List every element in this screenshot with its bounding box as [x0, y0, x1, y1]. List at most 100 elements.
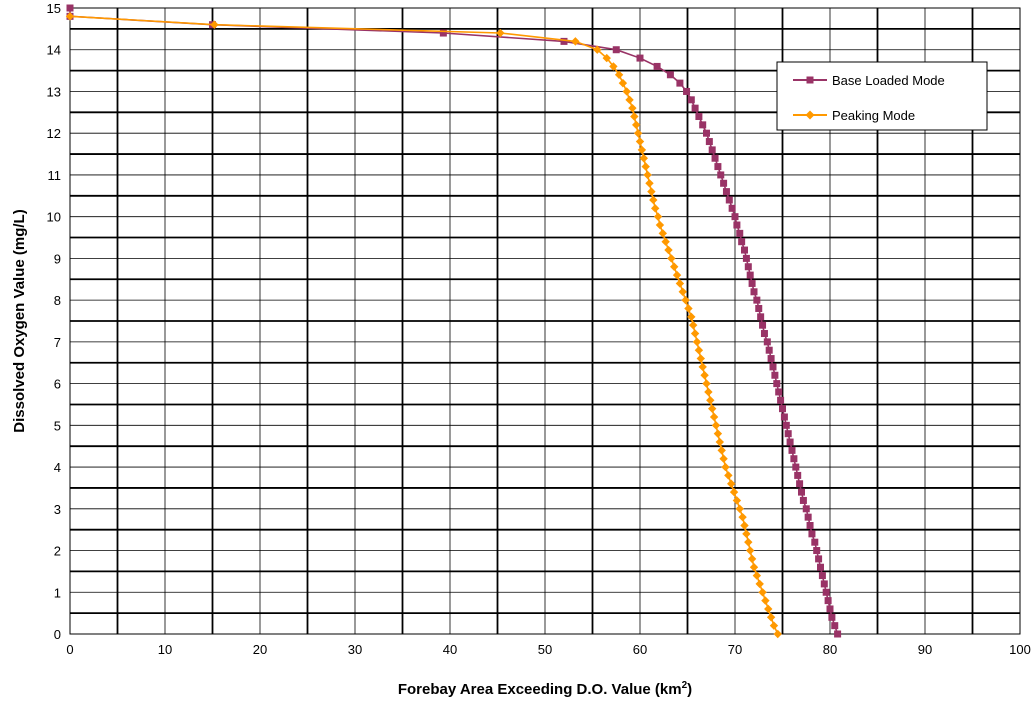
data-point	[769, 363, 777, 371]
data-point	[649, 195, 658, 205]
data-point	[560, 37, 568, 45]
data-point	[750, 288, 758, 296]
x-tick-label: 30	[348, 642, 362, 657]
data-point	[676, 79, 684, 87]
x-tick-label: 60	[633, 642, 647, 657]
data-point	[790, 455, 798, 463]
data-point	[773, 380, 781, 388]
data-point	[683, 87, 691, 95]
data-point	[804, 513, 812, 521]
x-tick-label: 100	[1009, 642, 1031, 657]
data-point	[709, 412, 719, 422]
data-point	[780, 413, 788, 421]
y-tick-label: 0	[54, 627, 61, 642]
series-base-loaded-mode	[66, 4, 842, 638]
data-point	[822, 588, 830, 596]
data-point	[773, 629, 782, 639]
data-point	[715, 437, 724, 447]
data-point	[727, 479, 736, 488]
data-point	[725, 196, 733, 204]
data-point	[761, 596, 770, 605]
data-point	[635, 137, 645, 146]
data-point	[667, 254, 676, 263]
data-point	[808, 530, 816, 538]
y-tick-label: 7	[54, 335, 61, 350]
data-point	[728, 204, 736, 212]
data-point	[711, 154, 719, 162]
data-point	[653, 62, 661, 70]
data-point	[612, 46, 620, 54]
data-point	[609, 62, 618, 71]
data-point	[744, 537, 753, 547]
data-point	[731, 213, 739, 221]
data-point	[755, 304, 763, 312]
data-point	[817, 563, 824, 571]
data-point	[753, 296, 761, 304]
data-point	[689, 320, 698, 330]
tick-labels: 0 10 20 30 40 50 60 70 80 90 100012345678910111213…	[47, 1, 1031, 657]
y-tick-label: 8	[54, 293, 61, 308]
x-axis-title-superscript: 2	[682, 680, 688, 691]
data-point	[661, 237, 670, 246]
data-point	[708, 146, 716, 154]
data-point	[828, 613, 836, 621]
x-tick-label: 0	[66, 642, 73, 657]
data-point	[757, 313, 765, 321]
data-point	[719, 454, 728, 463]
legend-box	[776, 61, 988, 131]
data-point	[831, 622, 839, 630]
plot-border	[69, 7, 1021, 635]
data-point	[711, 421, 721, 430]
data-point	[733, 221, 741, 229]
data-point	[802, 505, 810, 513]
data-point	[645, 179, 654, 188]
data-point	[639, 154, 648, 163]
data-point	[813, 547, 821, 555]
data-point	[698, 362, 707, 372]
data-point	[704, 387, 713, 397]
data-point	[618, 78, 628, 88]
data-point	[722, 188, 730, 196]
data-point	[784, 430, 792, 438]
data-point	[729, 487, 739, 497]
y-tick-label: 15	[47, 1, 61, 16]
data-point	[771, 371, 779, 379]
data-point	[824, 597, 832, 605]
data-point	[684, 304, 693, 313]
data-point	[687, 312, 696, 322]
y-tick-label: 6	[54, 377, 61, 392]
data-point	[210, 20, 219, 29]
data-point	[641, 162, 650, 171]
data-point	[625, 95, 634, 105]
data-point	[571, 37, 580, 46]
data-point	[696, 354, 705, 363]
y-tick-label: 10	[47, 210, 61, 225]
data-point	[695, 113, 703, 121]
data-point	[724, 471, 733, 480]
data-point	[765, 346, 773, 354]
series-peaking-mode	[65, 12, 782, 639]
data-point	[806, 521, 814, 529]
y-tick-label: 9	[54, 251, 61, 266]
data-point	[742, 254, 750, 262]
data-point	[796, 480, 804, 488]
data-point	[741, 246, 748, 254]
legend-label-peaking: Peaking Mode	[832, 108, 915, 123]
x-axis-title-end: )	[687, 681, 692, 698]
data-point	[732, 496, 742, 505]
y-tick-label: 3	[54, 502, 61, 517]
data-point	[736, 229, 744, 237]
data-point	[694, 346, 704, 355]
data-point	[738, 238, 746, 246]
data-point	[779, 405, 786, 413]
data-point	[760, 330, 768, 338]
legend: Base Loaded Mode Peaking Mode	[776, 61, 988, 131]
data-point	[763, 338, 771, 346]
y-tick-label: 14	[47, 43, 61, 58]
data-point	[593, 45, 602, 54]
data-point	[496, 28, 505, 38]
data-point	[811, 538, 819, 546]
data-point	[742, 529, 751, 539]
data-point	[706, 396, 715, 405]
